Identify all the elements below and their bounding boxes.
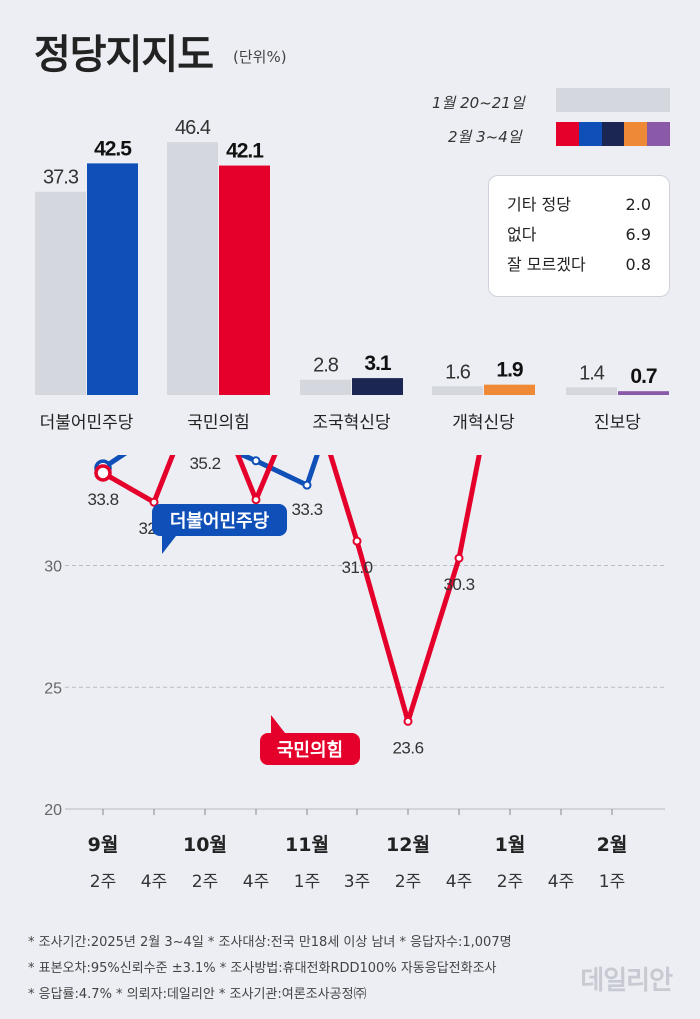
bar-value-current: 42.1 [226,140,264,163]
line-data-label: 30.3 [443,575,474,594]
x-month-label: 12월 [386,834,430,856]
bar-previous [566,387,617,395]
page-title: 정당지지도 [34,32,214,78]
logo: 데일리안 [580,966,673,996]
swatch-color [578,122,602,146]
other-value: 2.0 [625,195,651,214]
series-tag-box [260,733,360,765]
series-line-ppp [100,455,482,724]
data-point [403,716,413,726]
bar-category-label: 조국혁신당 [312,413,391,433]
x-month-label: 10월 [183,834,227,856]
bar-current [618,391,669,395]
footer-notes: * 조사기간:2025년 2월 3~4일 * 조사대상:전국 만18세 이상 남… [28,930,512,1008]
other-label: 없다 [507,225,537,244]
x-week-label: 3주 [344,872,370,892]
data-point [149,497,159,507]
x-month-label: 1월 [495,834,526,856]
line-data-label: 35.2 [189,455,220,473]
x-week-label: 4주 [548,872,574,892]
other-value: 6.9 [625,225,651,244]
series-tag-label: 국민의힘 [277,740,343,761]
bar-value-current: 3.1 [364,352,392,375]
y-tick-label: 20 [44,802,62,819]
bar-value-current: 42.5 [94,137,132,160]
bar-value-current: 0.7 [630,365,657,388]
series-tag-label: 더불어민주당 [170,511,270,532]
bar-current [219,165,270,395]
line-data-label: 33.8 [87,490,118,509]
legend-previous-swatch [556,88,670,112]
series-line-democratic [100,455,320,488]
y-tick-label: 30 [44,559,62,576]
other-row: 없다 6.9 [507,220,651,250]
line-data-label: 33.3 [291,500,322,519]
bar-chart: 37.3 42.5 더불어민주당 46.4 42.1 국민의힘 2.8 3.1 조국혁신당 1.6… [35,117,669,433]
bar-value-previous: 1.6 [445,361,471,383]
x-week-label: 1주 [599,872,625,892]
x-week-label: 1주 [294,872,320,892]
data-point [94,464,112,482]
swatch-color [601,122,625,146]
data-point [251,495,261,505]
footer-line: * 응답률:4.7% * 의뢰자:데일리안 * 조사기관:여론조사공정㈜ [28,987,367,1002]
y-tick-label: 25 [44,680,62,697]
other-responses-box: 기타 정당 2.0 없다 6.9 잘 모르겠다 0.8 [488,175,670,297]
x-week-label: 4주 [446,872,472,892]
series-tag-tail [162,536,176,554]
bar-category-label: 더불어민주당 [40,413,134,433]
bar-current [484,384,535,395]
footer-line: * 조사기간:2025년 2월 3~4일 * 조사대상:전국 만18세 이상 남… [28,935,512,950]
bar-category-label: 진보당 [594,413,641,433]
bar-current [87,163,138,395]
x-month-label: 9월 [88,834,119,856]
swatch-color [624,122,648,146]
data-point [251,456,261,466]
legend-previous-label: 1월 20~21일 [432,94,525,112]
unit-label: (단위%) [233,48,287,66]
other-row: 기타 정당 2.0 [507,190,651,220]
series-tag-tail [271,715,285,733]
x-week-label: 4주 [141,872,167,892]
bar-value-previous: 46.4 [175,117,211,139]
data-point [302,480,312,490]
swatch-color [647,122,670,146]
bar-category-label: 개혁신당 [452,413,515,433]
x-week-label: 2주 [90,872,116,892]
swatch-color [556,122,579,146]
other-row: 잘 모르겠다 0.8 [507,250,651,280]
line-data-label: 31.0 [341,558,372,577]
data-point [454,553,464,563]
other-value: 0.8 [625,255,651,274]
x-month-label: 11월 [285,834,329,856]
bar-value-current: 1.9 [496,359,523,382]
bar-value-previous: 1.4 [579,362,605,384]
bar-value-previous: 2.8 [313,355,339,377]
bar-previous [432,386,483,395]
series-tag-box [152,504,287,536]
bar-previous [300,379,351,395]
bar-value-previous: 37.3 [43,167,79,189]
other-label: 기타 정당 [507,195,571,214]
bar-category-label: 국민의힘 [187,413,250,433]
line-chart: 2025303540452주4주2주4주1주3주2주4주2주4주1주9월10월1… [44,455,665,892]
bar-current [352,378,403,395]
other-label: 잘 모르겠다 [507,255,586,274]
x-week-label: 2주 [497,872,523,892]
data-point [352,536,362,546]
legend-current-swatch [556,122,670,146]
line-data-label: 23.6 [392,738,423,757]
bar-previous [35,191,86,395]
x-month-label: 2월 [597,834,628,856]
legend-current-label: 2월 3~4일 [448,128,522,146]
bar-previous [167,142,218,395]
footer-line: * 표본오차:95%신뢰수준 ±3.1% * 조사방법:휴대전화RDD100% … [28,961,497,976]
x-week-label: 4주 [243,872,269,892]
x-week-label: 2주 [395,872,421,892]
x-week-label: 2주 [192,872,218,892]
